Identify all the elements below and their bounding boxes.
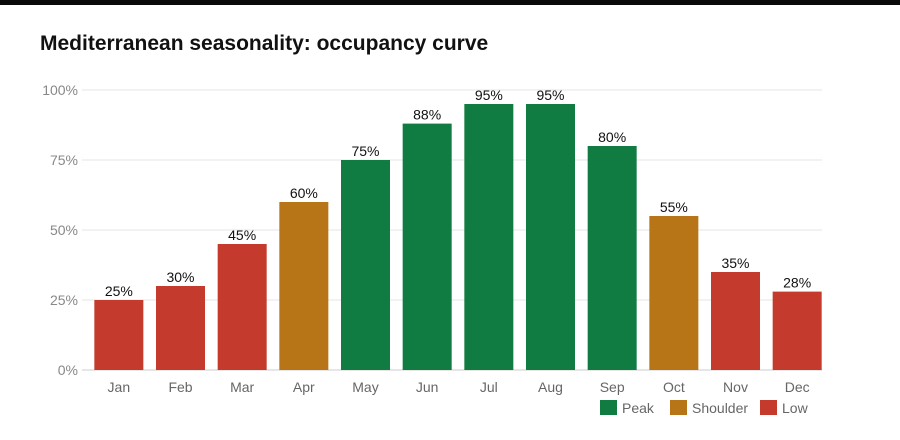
data-label: 80% xyxy=(598,129,626,145)
y-tick-label: 50% xyxy=(50,222,78,238)
bar-sep xyxy=(587,146,637,370)
y-tick-label: 100% xyxy=(42,82,78,98)
data-label: 30% xyxy=(166,269,194,285)
data-label: 95% xyxy=(536,87,564,103)
bar-may xyxy=(341,160,390,370)
legend-swatch-low xyxy=(760,400,777,415)
y-tick-label: 75% xyxy=(50,152,78,168)
bar-mar xyxy=(217,244,267,370)
data-label: 60% xyxy=(290,185,318,201)
data-label: 88% xyxy=(413,107,441,123)
legend-label-peak: Peak xyxy=(622,400,655,416)
x-tick-label: May xyxy=(352,379,378,395)
data-label: 45% xyxy=(228,227,256,243)
x-tick-label: Mar xyxy=(230,379,254,395)
bar-nov xyxy=(711,272,760,370)
bar-feb xyxy=(156,286,205,370)
data-label: 95% xyxy=(475,87,503,103)
bar-dec xyxy=(772,291,822,370)
x-tick-label: Nov xyxy=(723,379,748,395)
bar-aug xyxy=(526,104,575,370)
y-tick-label: 0% xyxy=(58,362,78,378)
x-tick-label: Jul xyxy=(480,379,498,395)
bar-jul xyxy=(464,104,514,370)
data-label: 25% xyxy=(105,283,133,299)
x-tick-label: Jun xyxy=(416,379,439,395)
bar-apr xyxy=(279,202,329,370)
x-tick-label: Oct xyxy=(663,379,685,395)
data-label: 35% xyxy=(721,255,749,271)
legend-label-low: Low xyxy=(782,400,809,416)
bar-jan xyxy=(94,300,144,370)
data-label: 28% xyxy=(783,275,811,291)
x-tick-label: Feb xyxy=(168,379,192,395)
legend-swatch-shoulder xyxy=(670,400,687,415)
x-tick-label: Aug xyxy=(538,379,563,395)
x-tick-label: Dec xyxy=(785,379,810,395)
chart-title: Mediterranean seasonality: occupancy cur… xyxy=(40,32,489,55)
bar-jun xyxy=(402,123,452,370)
data-label: 55% xyxy=(660,199,688,215)
y-tick-label: 25% xyxy=(50,292,78,308)
bar-oct xyxy=(649,216,699,370)
data-label: 75% xyxy=(351,143,379,159)
x-tick-label: Jan xyxy=(108,379,131,395)
x-tick-label: Apr xyxy=(293,379,315,395)
legend-swatch-peak xyxy=(600,400,617,415)
legend-label-shoulder: Shoulder xyxy=(692,400,748,416)
x-tick-label: Sep xyxy=(600,379,625,395)
top-bar xyxy=(0,0,900,5)
